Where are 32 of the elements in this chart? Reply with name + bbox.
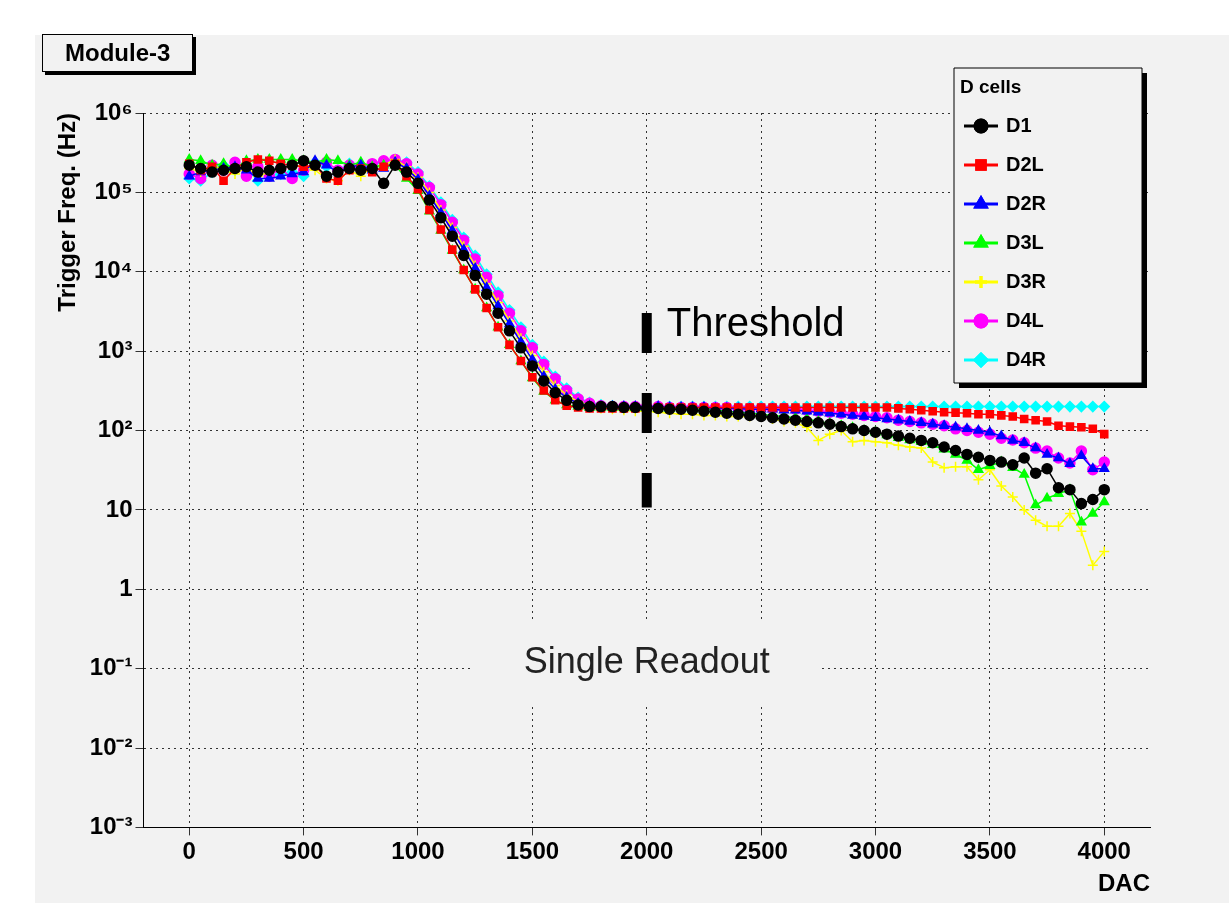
y-tick-label: 10² <box>97 415 133 443</box>
legend-title: D cells <box>960 76 1022 98</box>
y-tick-label: 10⁻¹ <box>89 653 133 681</box>
legend-label: D4R <box>1006 347 1047 370</box>
y-tick-label: 10⁻³ <box>89 812 133 840</box>
y-tick-label: 10⁵ <box>94 177 133 204</box>
y-axis-title: Trigger Freq. (Hz) <box>53 113 81 312</box>
x-axis-title: DAC <box>1098 869 1150 897</box>
ref-line-label: Threshold <box>666 300 845 345</box>
x-tick-label: 2000 <box>620 837 674 865</box>
x-tick-label: 4000 <box>1077 837 1131 865</box>
y-tick-label: 10⁶ <box>94 97 133 125</box>
y-tick-label: 10⁻² <box>89 732 133 760</box>
x-tick-label: 3500 <box>963 837 1017 865</box>
x-tick-label: 0 <box>182 837 196 865</box>
x-tick-label: 2500 <box>734 837 788 865</box>
annotation: Single Readout <box>523 640 770 682</box>
legend-label: D2R <box>1006 191 1047 214</box>
y-tick-label: 10 <box>105 494 133 522</box>
y-tick-label: 10³ <box>97 335 133 363</box>
x-tick-label: 1000 <box>391 837 445 865</box>
x-tick-label: 500 <box>283 837 324 865</box>
y-tick-label: 10⁴ <box>93 256 133 284</box>
legend-label: D2L <box>1006 152 1044 175</box>
legend-label: D1 <box>1006 113 1032 136</box>
legend-label: D4L <box>1006 308 1044 331</box>
x-tick-label: 1500 <box>505 837 560 865</box>
chart-title: Module-3 <box>42 34 194 72</box>
legend-label: D3L <box>1006 230 1044 253</box>
legend-label: D3R <box>1006 269 1047 292</box>
y-tick-label: 1 <box>119 573 133 601</box>
x-tick-label: 3000 <box>848 837 903 865</box>
